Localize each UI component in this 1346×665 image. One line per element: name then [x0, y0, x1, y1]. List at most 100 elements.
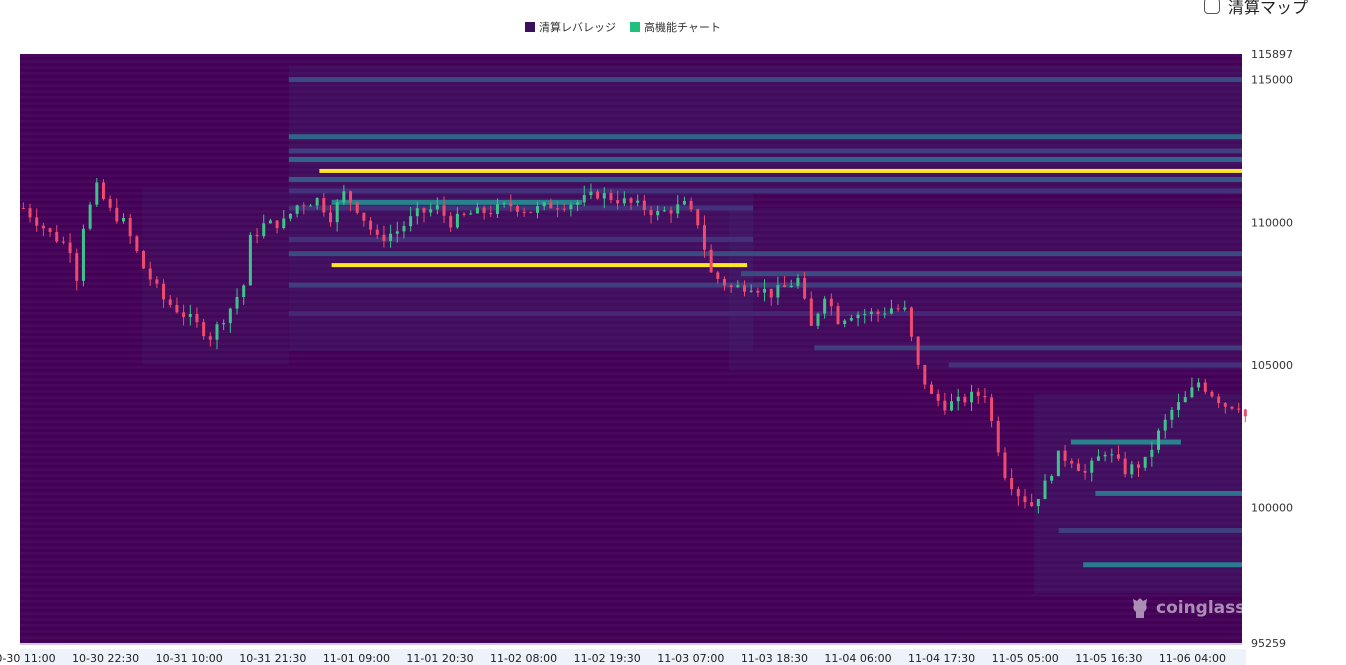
texture-stripe: [20, 642, 1242, 645]
candle-body: [803, 277, 807, 299]
texture-stripe: [20, 558, 1242, 561]
candle-body: [876, 311, 880, 315]
texture-stripe: [20, 270, 1242, 273]
candle-body: [355, 202, 359, 213]
texture-stripe: [20, 402, 1242, 405]
texture-stripe: [20, 348, 1242, 351]
legend-item-leverage[interactable]: 清算レバレッジ: [525, 19, 616, 35]
texture-stripe: [20, 228, 1242, 231]
candle-body: [329, 212, 333, 223]
candle-body: [422, 208, 426, 213]
candle-body: [35, 217, 39, 226]
candle-body: [1023, 496, 1027, 503]
candle-body: [582, 195, 586, 203]
candle-body: [509, 203, 513, 207]
candle-body: [1177, 402, 1181, 410]
candle-body: [115, 207, 119, 222]
candle-body: [342, 191, 346, 203]
candle-body: [68, 242, 72, 254]
candle-body: [275, 220, 279, 229]
texture-stripe: [20, 534, 1242, 537]
y-axis: 115897 115000 110000 105000 100000 95259: [1251, 48, 1293, 650]
candle-body: [696, 209, 700, 226]
candle-body: [1157, 430, 1161, 450]
candle-body: [55, 231, 59, 242]
candle-body: [469, 213, 473, 215]
liquidation-map-toggle[interactable]: 清算マップ: [1203, 0, 1308, 18]
texture-stripe: [20, 210, 1242, 213]
candle-body: [282, 218, 286, 229]
texture-stripe: [20, 84, 1242, 87]
candle-body: [1170, 409, 1174, 420]
candle-body: [763, 288, 767, 293]
candle-body: [963, 396, 967, 403]
y-tick-label: 115000: [1251, 74, 1293, 87]
candle-body: [288, 213, 292, 219]
candle-body: [195, 313, 199, 323]
candle-body: [529, 211, 533, 213]
candle-body: [916, 336, 920, 365]
candle-body: [1130, 464, 1134, 475]
candle-body: [1190, 387, 1194, 398]
candle-body: [462, 213, 466, 215]
candle-body: [1063, 450, 1067, 461]
candle-body: [956, 396, 960, 402]
candle-body: [970, 391, 974, 403]
candle-body: [242, 285, 246, 298]
heatmap-band: [740, 271, 1242, 277]
heatmap-band: [288, 236, 754, 242]
candle-body: [856, 314, 860, 319]
candle-body: [1197, 382, 1201, 388]
texture-stripe: [20, 432, 1242, 435]
candle-body: [188, 313, 192, 317]
texture-stripe: [20, 480, 1242, 483]
texture-stripe: [20, 294, 1242, 297]
candle-body: [602, 193, 606, 199]
liquidation-map-checkbox[interactable]: [1203, 0, 1220, 14]
heatmap-band: [288, 77, 1243, 83]
candle-body: [1183, 397, 1187, 403]
texture-stripe: [20, 60, 1242, 63]
candle-body: [1003, 452, 1007, 479]
candle-body: [642, 200, 646, 210]
candle-body: [983, 395, 987, 398]
texture-stripe: [20, 624, 1242, 627]
heatmap-band: [288, 311, 1243, 317]
candle-body: [689, 201, 693, 210]
legend-item-advanced-chart[interactable]: 高機能チャート: [630, 19, 721, 35]
texture-stripe: [20, 318, 1242, 321]
candle-body: [869, 311, 873, 315]
legend-label-advanced-chart: 高機能チャート: [644, 21, 721, 34]
candle-body: [609, 193, 613, 201]
candle-body: [128, 217, 132, 237]
candle-body: [656, 210, 660, 216]
candle-body: [576, 202, 580, 205]
heatmap-glow-block: [288, 65, 1243, 194]
heatmap-band: [288, 148, 1243, 154]
candle-body: [95, 182, 99, 205]
candle-body: [883, 313, 887, 315]
texture-stripe: [20, 414, 1242, 417]
texture-stripe: [20, 594, 1242, 597]
texture-stripe: [20, 132, 1242, 135]
texture-stripe: [20, 444, 1242, 447]
candle-body: [756, 290, 760, 293]
candle-body: [990, 397, 994, 422]
candle-body: [569, 204, 573, 210]
candle-body: [549, 202, 553, 209]
texture-stripe: [20, 492, 1242, 495]
candle-body: [1237, 408, 1241, 410]
texture-stripe: [20, 366, 1242, 369]
texture-stripe: [20, 468, 1242, 471]
candle-body: [202, 322, 206, 337]
candle-body: [716, 272, 720, 279]
candle-body: [1036, 499, 1040, 507]
y-tick-label: 110000: [1251, 216, 1293, 229]
heatmap-band: [288, 205, 754, 211]
x-axis: 10-30 11:00 10-30 22:30 10-31 10:00 10-31 2…: [0, 649, 1246, 665]
texture-stripe: [20, 504, 1242, 507]
candle-body: [515, 206, 519, 212]
candle-body: [429, 209, 433, 213]
candle-body: [1056, 450, 1060, 477]
